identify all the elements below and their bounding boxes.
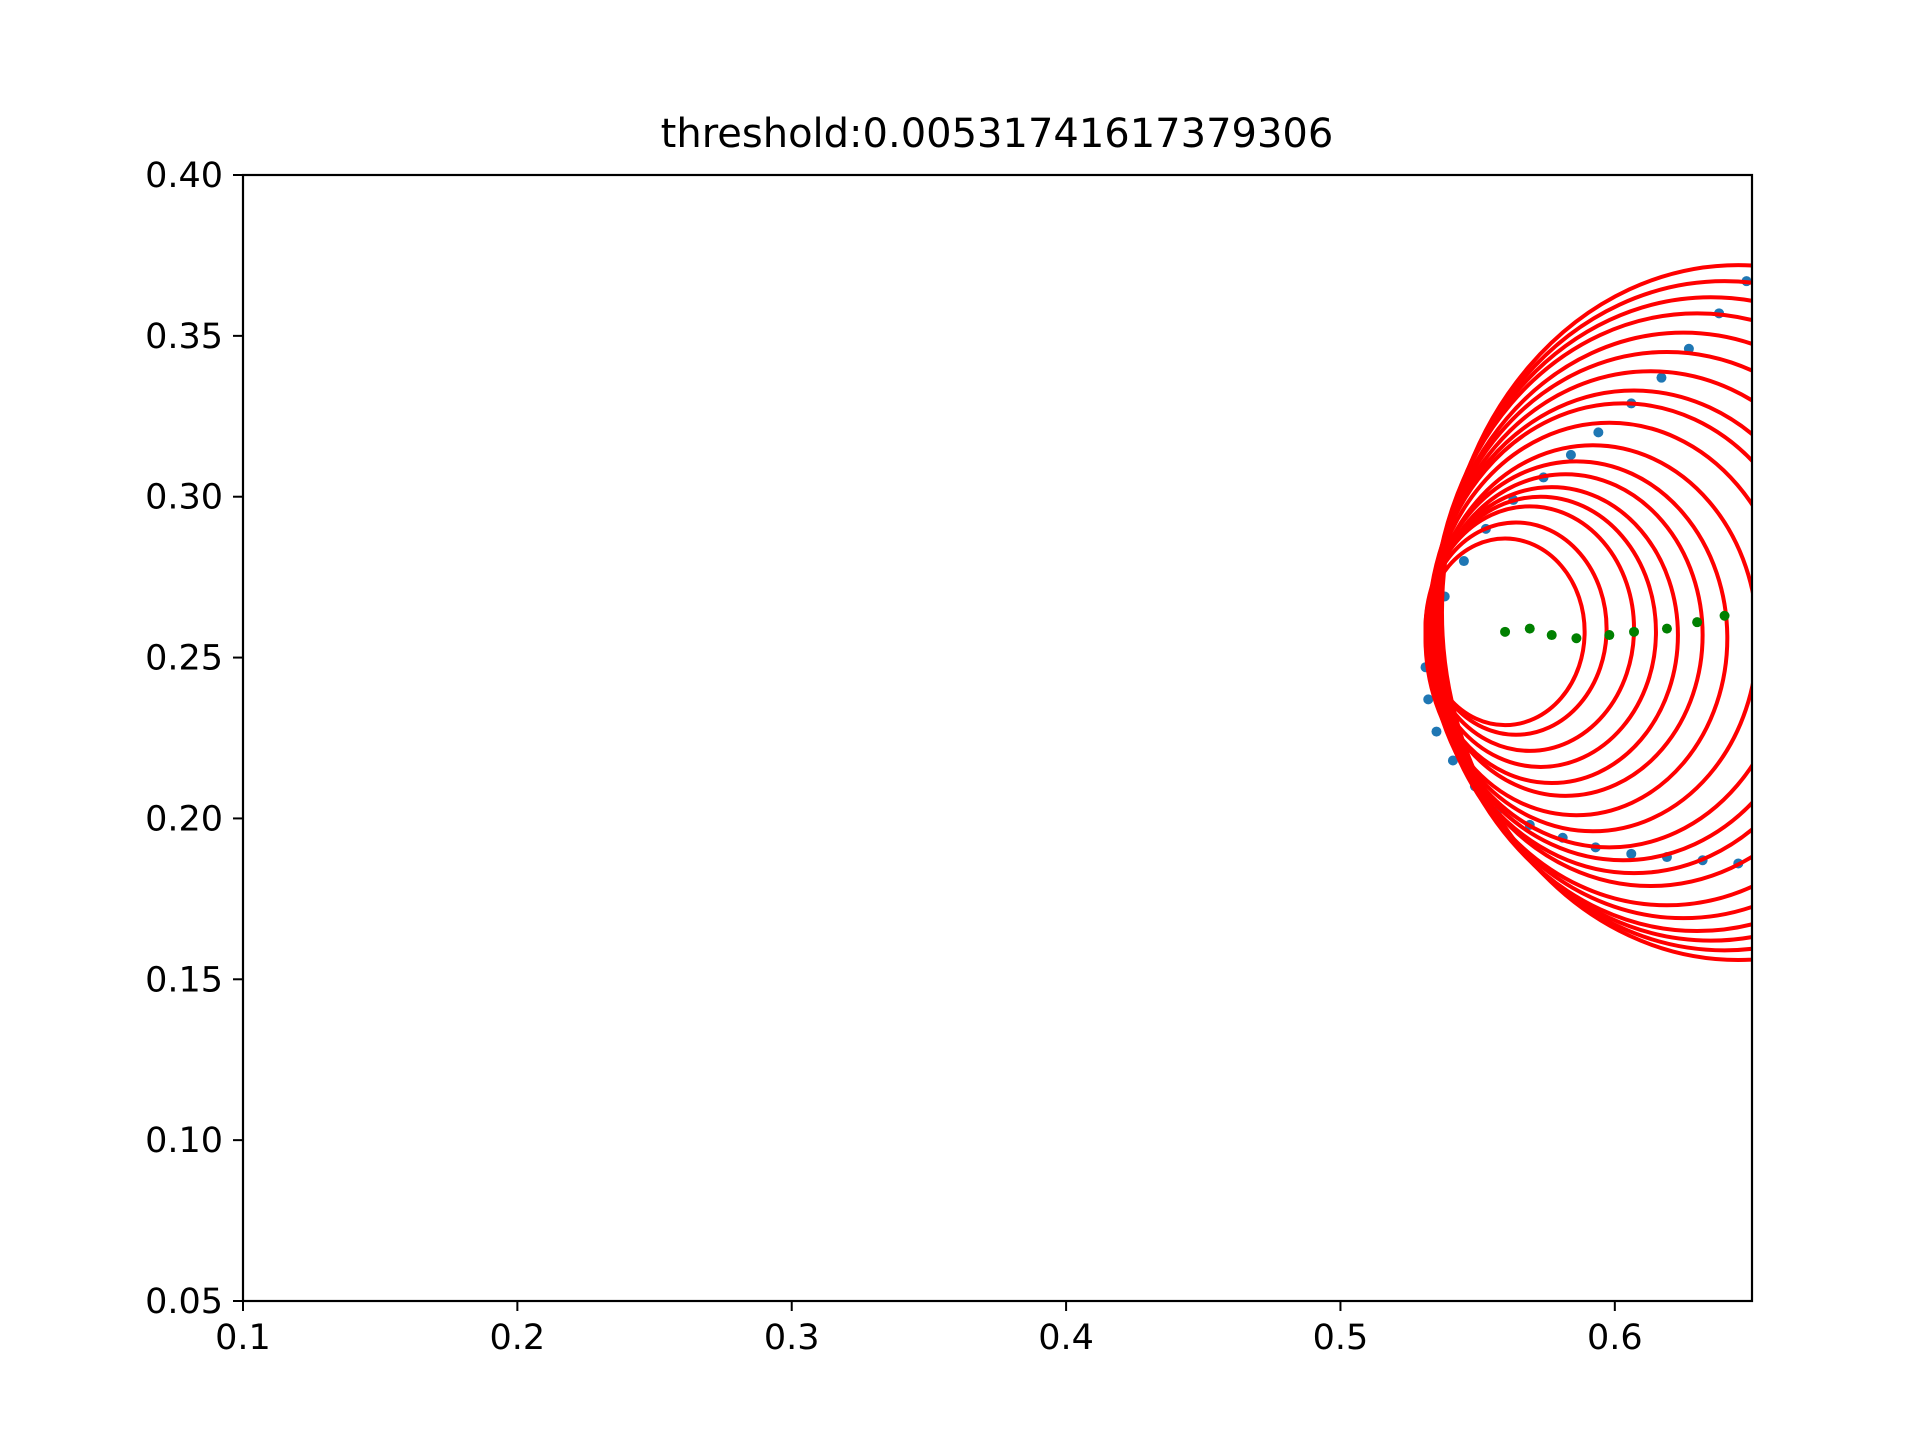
y-tick-label: 0.20 xyxy=(145,799,223,839)
boundary-point xyxy=(1565,449,1576,460)
center-point xyxy=(1629,626,1640,637)
center-point xyxy=(1661,623,1672,634)
boundary-point xyxy=(1447,755,1458,766)
y-tick-label: 0.35 xyxy=(145,317,223,357)
boundary-point xyxy=(1593,427,1604,438)
x-tick-label: 0.6 xyxy=(1587,1318,1643,1358)
fitted-circle xyxy=(1434,295,1752,943)
fitted-circle xyxy=(1423,459,1730,818)
center-point xyxy=(1524,623,1535,634)
fitted-circle xyxy=(1426,472,1705,798)
fitted-circle xyxy=(1426,388,1752,876)
y-tick-label: 0.30 xyxy=(145,478,223,518)
fitted-circle xyxy=(1437,279,1752,953)
x-tick-label: 0.1 xyxy=(215,1318,271,1358)
center-point xyxy=(1719,610,1730,621)
y-tick-label: 0.05 xyxy=(145,1282,223,1322)
boundary-point xyxy=(1656,372,1667,383)
y-tick-label: 0.25 xyxy=(145,639,223,679)
y-tick-label: 0.15 xyxy=(145,960,223,1000)
y-tick-label: 0.10 xyxy=(145,1121,223,1161)
center-point xyxy=(1692,617,1703,628)
center-point xyxy=(1571,633,1582,644)
axes-frame xyxy=(241,173,1754,1303)
x-tick-label: 0.4 xyxy=(1038,1318,1094,1358)
chart-title: threshold:0.00531741617379306 xyxy=(661,111,1334,157)
plot-area xyxy=(1420,263,1752,962)
boundary-point xyxy=(1423,694,1434,705)
boundary-point xyxy=(1431,726,1442,737)
boundary-point xyxy=(1626,848,1637,859)
center-point xyxy=(1500,626,1511,637)
boundary-point xyxy=(1458,556,1469,567)
center-point xyxy=(1546,630,1557,641)
y-tick-label: 0.40 xyxy=(145,156,223,196)
fitted-circle xyxy=(1429,350,1752,908)
fitted-circle xyxy=(1440,263,1752,962)
fitted-circle xyxy=(1431,311,1752,933)
y-axis: 0.05 0.10 0.15 0.20 0.25 0.30 0.35 0.40 xyxy=(145,156,243,1322)
center-point xyxy=(1604,630,1615,641)
x-tick-label: 0.5 xyxy=(1313,1318,1369,1358)
x-axis: 0.1 0.2 0.3 0.4 0.5 0.6 xyxy=(215,1301,1643,1358)
x-tick-label: 0.2 xyxy=(490,1318,546,1358)
x-tick-label: 0.3 xyxy=(764,1318,820,1358)
